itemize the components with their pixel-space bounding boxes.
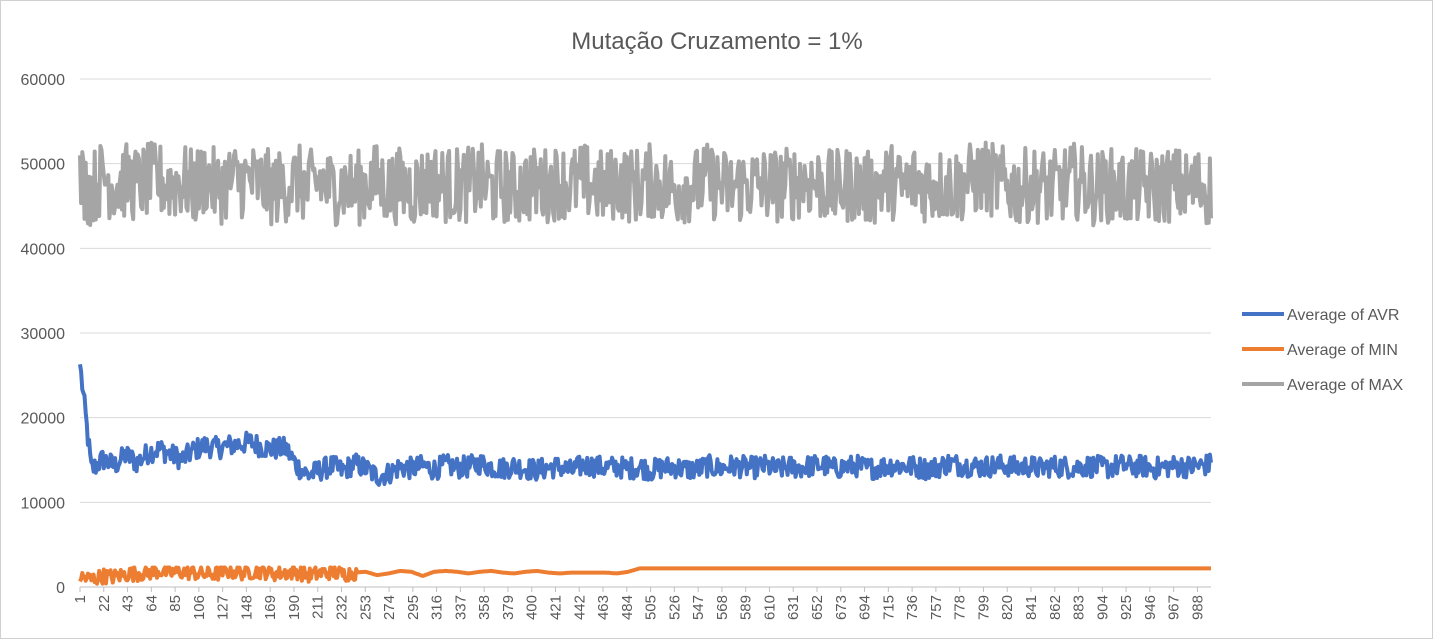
x-tick-label: 757 bbox=[928, 595, 945, 620]
x-tick-label: 379 bbox=[500, 595, 517, 620]
x-tick-label: 841 bbox=[1023, 595, 1040, 620]
x-tick-label: 715 bbox=[880, 595, 897, 620]
y-tick-label: 60000 bbox=[21, 72, 66, 89]
x-tick-label: 967 bbox=[1166, 595, 1183, 620]
x-tick-label: 883 bbox=[1071, 595, 1088, 620]
x-tick-label: 568 bbox=[714, 595, 731, 620]
x-tick-label: 547 bbox=[690, 595, 707, 620]
series-line-average-of-avr bbox=[78, 363, 1213, 487]
x-tick-label: 64 bbox=[143, 595, 160, 612]
x-tick-label: 211 bbox=[310, 595, 327, 619]
legend: Average of AVR Average of MIN Average of M… bbox=[1242, 307, 1404, 394]
x-tick-label: 925 bbox=[1118, 595, 1135, 620]
y-axis-tick-labels: 0 10000 20000 30000 40000 50000 60000 bbox=[21, 72, 66, 597]
x-tick-label: 778 bbox=[952, 595, 969, 620]
y-tick-label: 30000 bbox=[21, 326, 66, 343]
legend-label: Average of MIN bbox=[1287, 342, 1398, 359]
x-tick-label: 652 bbox=[809, 595, 826, 620]
x-tick-label: 862 bbox=[1047, 595, 1064, 620]
x-tick-label: 799 bbox=[975, 595, 992, 620]
y-tick-label: 40000 bbox=[21, 241, 66, 258]
chart-title: Mutação Cruzamento = 1% bbox=[571, 28, 862, 55]
x-tick-label: 421 bbox=[547, 595, 564, 620]
x-tick-label: 85 bbox=[167, 595, 184, 612]
x-tick-label: 358 bbox=[476, 595, 493, 620]
x-tick-label: 463 bbox=[595, 595, 612, 620]
x-tick-label: 820 bbox=[999, 595, 1016, 620]
x-tick-label: 505 bbox=[643, 595, 660, 620]
x-tick-label: 106 bbox=[191, 595, 208, 620]
x-tick-label: 736 bbox=[904, 595, 921, 620]
y-tick-label: 20000 bbox=[21, 411, 66, 428]
x-tick-label: 484 bbox=[619, 595, 636, 620]
x-tick-label: 43 bbox=[120, 595, 137, 612]
x-tick-label: 190 bbox=[286, 595, 303, 620]
x-tick-label: 1 bbox=[72, 595, 89, 603]
x-tick-label: 694 bbox=[857, 595, 874, 620]
x-tick-label: 946 bbox=[1142, 595, 1159, 620]
legend-item: Average of MAX bbox=[1242, 377, 1404, 394]
legend-item: Average of AVR bbox=[1242, 307, 1399, 324]
x-tick-label: 274 bbox=[381, 595, 398, 620]
x-tick-label: 589 bbox=[738, 595, 755, 620]
x-tick-label: 904 bbox=[1094, 595, 1111, 620]
x-tick-label: 631 bbox=[785, 595, 802, 620]
x-tick-label: 526 bbox=[666, 595, 683, 620]
x-tick-label: 673 bbox=[833, 595, 850, 620]
series-lines bbox=[78, 140, 1213, 586]
legend-item: Average of MIN bbox=[1242, 342, 1398, 359]
x-tick-label: 295 bbox=[405, 595, 422, 620]
x-tick-label: 253 bbox=[357, 595, 374, 620]
x-tick-label: 169 bbox=[262, 595, 279, 620]
x-axis-tick-labels: 1 22 43 64 85 106 127 148 169 190 211 232 253 274 295 3… bbox=[72, 587, 1206, 620]
x-tick-label: 400 bbox=[524, 595, 541, 620]
x-tick-label: 127 bbox=[215, 595, 232, 620]
x-tick-label: 22 bbox=[96, 595, 113, 612]
y-tick-label: 50000 bbox=[21, 157, 66, 174]
x-tick-label: 442 bbox=[571, 595, 588, 620]
x-tick-label: 337 bbox=[452, 595, 469, 620]
series-line-average-of-min bbox=[78, 565, 1212, 586]
x-tick-label: 610 bbox=[761, 595, 778, 620]
y-tick-label: 10000 bbox=[21, 495, 66, 512]
series-line-average-of-max bbox=[78, 140, 1213, 228]
legend-label: Average of AVR bbox=[1287, 307, 1399, 324]
legend-label: Average of MAX bbox=[1287, 377, 1404, 394]
x-tick-label: 232 bbox=[334, 595, 351, 620]
x-tick-label: 148 bbox=[238, 595, 255, 620]
y-tick-label: 0 bbox=[56, 580, 65, 597]
x-tick-label: 988 bbox=[1189, 595, 1206, 620]
x-tick-label: 316 bbox=[429, 595, 446, 620]
